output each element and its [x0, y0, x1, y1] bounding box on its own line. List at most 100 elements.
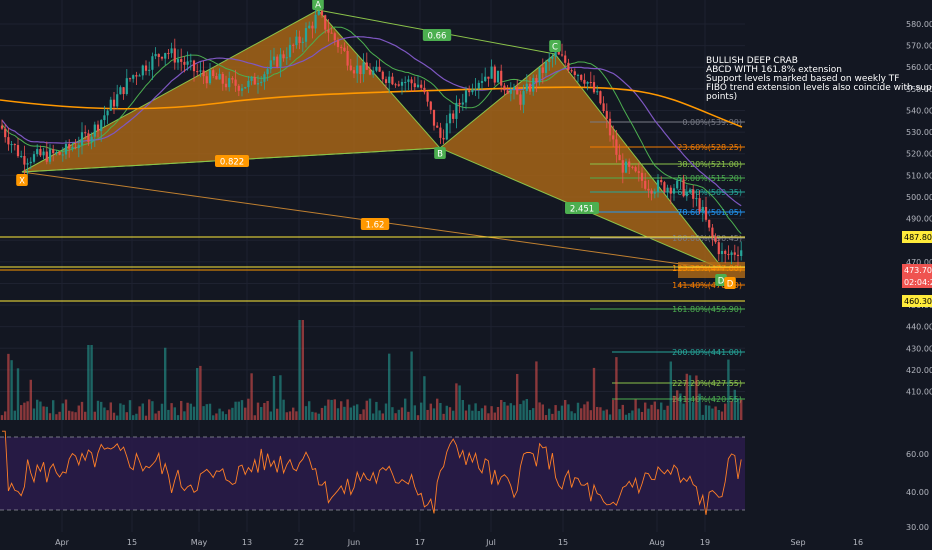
volume-bar [432, 408, 436, 420]
volume-bar [484, 405, 487, 420]
candle-body [116, 94, 119, 107]
volume-bar [138, 406, 141, 420]
candle-body [119, 87, 122, 95]
volume-bar [528, 410, 532, 420]
candle-body [452, 113, 455, 119]
volume-bar [87, 345, 90, 420]
candle-body [740, 250, 743, 256]
volume-bar [544, 415, 548, 420]
volume-bar [231, 407, 234, 420]
fib-label: 241.40%(420.55) [672, 395, 742, 404]
volume-bar [592, 367, 596, 420]
volume-bar [410, 351, 413, 420]
volume-bar [240, 400, 244, 420]
candle-body [378, 66, 381, 72]
candle-body [644, 180, 647, 189]
volume-bar [132, 415, 135, 420]
candle-body [720, 250, 724, 255]
candle-body [218, 73, 221, 80]
volume-bar [644, 402, 647, 420]
volume-bar [464, 410, 468, 420]
candle-body [484, 76, 487, 82]
volume-bar [356, 404, 359, 420]
volume-bar [378, 410, 381, 420]
candle-body [125, 78, 128, 95]
candle-body [256, 83, 260, 85]
candle-body [39, 149, 42, 156]
candle-body [234, 79, 237, 86]
candle-body [199, 70, 202, 72]
volume-bar [736, 398, 740, 420]
rsi-tick: 60.00 [906, 450, 929, 459]
volume-bar [16, 368, 20, 420]
volume-bar [10, 360, 13, 420]
volume-bar [586, 401, 589, 420]
candle-body [551, 56, 554, 59]
moving-averages [0, 26, 743, 235]
volume-bar [596, 406, 599, 420]
candle-body [90, 136, 93, 142]
volume-bar [669, 361, 672, 420]
price-tick: 570.00 [906, 42, 932, 51]
volume-bar [32, 408, 36, 420]
candle-body [548, 58, 551, 63]
volume-bar [589, 410, 592, 420]
candle-body [61, 154, 64, 156]
candle-body [23, 155, 26, 165]
candle-body [669, 187, 672, 194]
volume-bar [148, 399, 151, 420]
time-tick: 15 [558, 538, 568, 547]
rsi-tick: 40.00 [906, 488, 929, 497]
candle-body [138, 75, 141, 77]
volume-bar [196, 368, 199, 420]
price-tag-bg [902, 231, 932, 243]
ratio-abc: 0.66 [428, 32, 447, 42]
candle-body [74, 146, 77, 148]
ratio-xad-bg [360, 218, 390, 230]
candle-body [269, 60, 272, 70]
candle-body [541, 67, 544, 73]
candle-body [170, 48, 173, 54]
volume-bar [612, 399, 615, 420]
volume-bar [36, 399, 39, 420]
candle-body [464, 90, 468, 103]
volume-bar [724, 403, 727, 420]
annotation-line: BULLISH DEEP CRAB [706, 56, 798, 66]
candle-body [535, 78, 538, 83]
rsi-line [2, 430, 742, 515]
volume-bar [349, 407, 352, 420]
pattern-point-x: X [19, 177, 25, 187]
candle-body [64, 143, 68, 155]
candlesticks [0, 4, 743, 266]
volume-bar [13, 410, 16, 420]
candle-body [279, 54, 282, 67]
candle-body [458, 102, 461, 105]
volume-bar [525, 399, 528, 420]
volume-bar [599, 407, 602, 420]
volume-bar [292, 407, 295, 420]
candle-body [471, 89, 474, 93]
candle-body [173, 48, 176, 63]
volume-bar [135, 413, 138, 420]
volume-bar [656, 409, 660, 420]
volume-bar [324, 405, 327, 420]
candle-body [192, 60, 196, 72]
candle-body [688, 189, 692, 192]
candle-body [276, 56, 279, 67]
pattern-point-b-bg [434, 147, 446, 159]
candle-body [736, 254, 740, 256]
price-tag: 02:04:29 [904, 278, 932, 287]
candle-body [231, 78, 234, 80]
volume-bar [90, 345, 93, 420]
candle-body [516, 87, 519, 95]
candle-body [228, 78, 231, 88]
candle-body [477, 82, 480, 89]
chart-labels: 0.822 0.66 2.451 1.62 X A B C D D [16, 0, 736, 290]
volume-bar [701, 414, 704, 420]
volume-bar [42, 406, 45, 420]
candle-body [493, 66, 496, 83]
volume-bar [23, 402, 26, 420]
volume-bar [365, 400, 368, 420]
candle-body [340, 47, 343, 49]
